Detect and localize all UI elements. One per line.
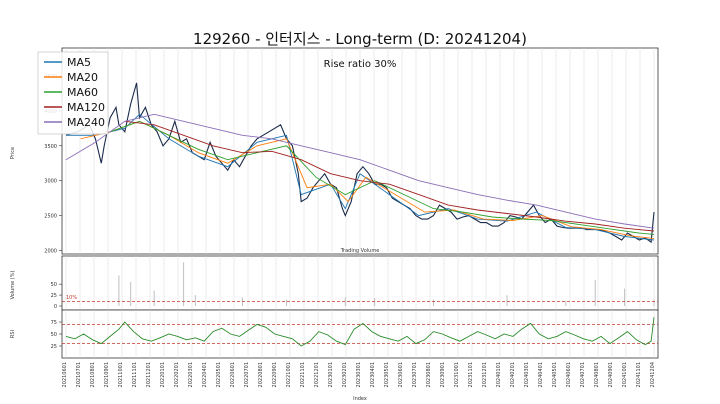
x-tick-label: 20221101: [300, 362, 306, 387]
x-tick-label: 20230901: [440, 362, 446, 387]
price-tick-label: 2000: [44, 249, 57, 255]
x-tick-label: 20240301: [524, 362, 530, 387]
legend-frame: [37, 51, 109, 135]
price-lines: [65, 82, 655, 244]
x-tick-label: 20231101: [468, 362, 474, 387]
x-tick-label: 20231001: [454, 362, 460, 387]
x-tick-label: 20220801: [258, 362, 264, 387]
x-tick-label: 20210601: [62, 362, 68, 387]
series-line-ma240: [65, 113, 655, 229]
x-tick-label: 20241204: [650, 362, 656, 387]
x-tick-label: 20210901: [104, 362, 110, 387]
legend-label-ma60: MA60: [67, 86, 98, 99]
legend-label-ma5: MA5: [67, 56, 91, 69]
x-tick-label: 20230601: [398, 362, 404, 387]
x-tick-label: 20221001: [286, 362, 292, 387]
x-tick-label: 20240601: [566, 362, 572, 387]
price-tick-label: 3000: [44, 179, 57, 185]
x-axis-label: Index: [353, 396, 367, 402]
x-tick-label: 20240401: [538, 362, 544, 387]
series-line-ma120: [124, 120, 655, 232]
x-tick-label: 20230101: [328, 362, 334, 387]
x-tick-label: 20231201: [482, 362, 488, 387]
rsi-grid: [65, 310, 655, 358]
x-tick-label: 20220401: [202, 362, 208, 387]
rsi-tick-label: 75: [51, 320, 57, 326]
price-axis-label: Price: [10, 147, 16, 159]
price-tick-label: 2500: [44, 214, 57, 220]
volume-tick-label: 50: [51, 282, 57, 288]
volume-tick-label: 25: [51, 293, 57, 299]
price-panel: 200025003000350040004500 Price Rise rati…: [10, 47, 659, 255]
rsi-series-line: [65, 317, 655, 347]
rsi-tick-label: 50: [51, 332, 57, 338]
x-tick-label: 20211001: [118, 362, 124, 387]
rsi-panel: 25 50 75 RSI: [10, 309, 659, 359]
legend-label-ma120: MA120: [67, 101, 105, 114]
rsi-tick-label: 25: [51, 344, 57, 350]
x-tick-label: 20230201: [342, 362, 348, 387]
x-tick-label: 20240901: [608, 362, 614, 387]
x-tick-label: 20211201: [146, 362, 152, 387]
volume-threshold-label: 10%: [66, 295, 77, 301]
x-tick-label: 20240201: [510, 362, 516, 387]
x-tick-label: 20220601: [230, 362, 236, 387]
x-tick-label: 20221201: [314, 362, 320, 387]
series-line-ma60: [109, 120, 655, 235]
rsi-lines: [62, 317, 658, 347]
x-tick-label: 20230301: [356, 362, 362, 387]
x-tick-label: 20220201: [174, 362, 180, 387]
volume-bars: [62, 262, 658, 306]
x-tick-label: 20240701: [580, 362, 586, 387]
x-tick-label: 20220301: [188, 362, 194, 387]
volume-panel-title: Trading Volume: [340, 248, 380, 254]
x-tick-label: 20230401: [370, 362, 376, 387]
volume-tick-label: 0: [54, 304, 57, 310]
x-tick-label: 20240101: [496, 362, 502, 387]
x-tick-label: 20230801: [426, 362, 432, 387]
price-series-line: [65, 82, 655, 244]
rsi-y-ticks: 25 50 75: [51, 320, 62, 350]
x-tick-label: 20220701: [244, 362, 250, 387]
chart-legend: MA5 MA20 MA60 MA120 MA240: [37, 51, 109, 135]
x-tick-label: 20220501: [216, 362, 222, 387]
x-axis-ticks: 20210601 20210701 20210801 20210901 20211001…: [62, 362, 656, 387]
x-tick-label: 20230701: [412, 362, 418, 387]
legend-label-ma20: MA20: [67, 71, 98, 84]
volume-y-ticks: 0 25 50: [51, 282, 62, 310]
volume-panel: Trading Volume 0 25 50 Volume (%) 10%: [10, 248, 659, 311]
legend-label-ma240: MA240: [67, 116, 105, 129]
x-tick-label: 20230501: [384, 362, 390, 387]
x-tick-label: 20241101: [636, 362, 642, 387]
x-tick-label: 20220901: [272, 362, 278, 387]
x-tick-label: 20211101: [132, 362, 138, 387]
x-tick-label: 20210801: [90, 362, 96, 387]
chart-title: 129260 - 인터지스 - Long-term (D: 20241204): [193, 30, 527, 48]
x-tick-label: 20210701: [76, 362, 82, 387]
x-tick-label: 20241001: [622, 362, 628, 387]
x-tick-label: 20240801: [594, 362, 600, 387]
price-tick-label: 3500: [44, 144, 57, 150]
x-tick-label: 20240501: [552, 362, 558, 387]
rsi-axis-label: RSI: [10, 330, 16, 338]
rise-ratio-annotation: Rise ratio 30%: [324, 59, 397, 70]
x-tick-label: 20220101: [160, 362, 166, 387]
volume-grid: [65, 256, 655, 310]
volume-axis-label: Volume (%): [10, 271, 16, 300]
